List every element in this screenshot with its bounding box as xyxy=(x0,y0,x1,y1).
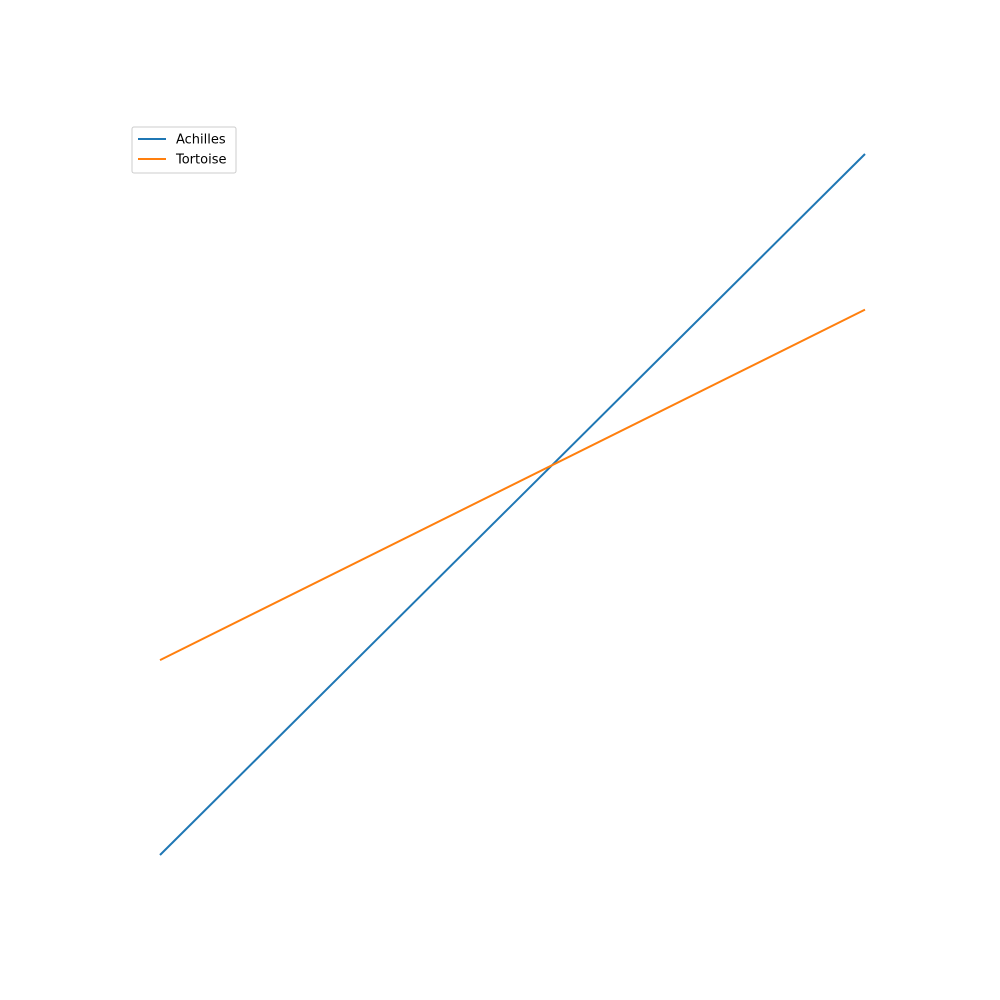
series-layer xyxy=(159,153,866,856)
legend-items: Achilles Tortoise xyxy=(138,133,226,168)
legend-label-tortoise: Tortoise xyxy=(175,153,226,168)
legend-label-achilles: Achilles xyxy=(176,133,226,148)
legend: Achilles Tortoise xyxy=(131,126,237,174)
series-line-tortoise xyxy=(159,308,866,662)
series-line-achilles xyxy=(159,153,866,856)
